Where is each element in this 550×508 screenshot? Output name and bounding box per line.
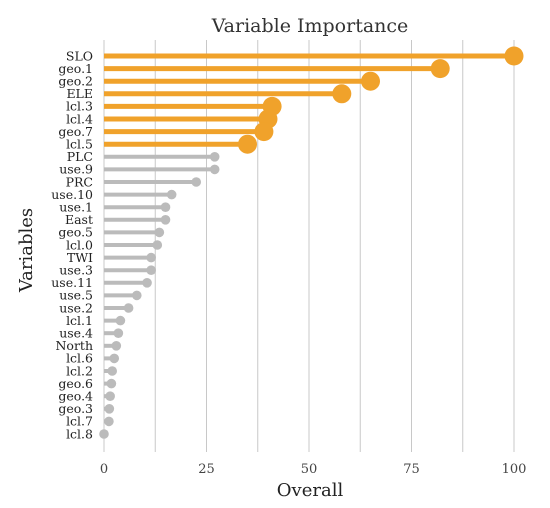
lollipop-dot: [504, 46, 524, 66]
y-tick-label: geo.4: [58, 389, 93, 404]
lollipop-dot: [209, 152, 220, 162]
lollipop-dot: [166, 189, 177, 200]
lollipop-dot: [111, 341, 122, 351]
y-tick-label: PRC: [66, 174, 93, 189]
chart-title: Variable Importance: [211, 15, 409, 37]
y-tick-label: use.11: [51, 275, 93, 290]
lollipop-dot: [104, 404, 115, 414]
lollipop-dot: [191, 177, 202, 187]
lollipop-dot: [99, 429, 109, 439]
lollipop-dot: [160, 202, 171, 212]
lollipop-dot: [332, 84, 352, 104]
grid-layer: [103, 40, 515, 452]
y-tick-label: lcl.7: [66, 414, 93, 429]
x-tick-label: 75: [403, 462, 420, 477]
y-tick-label: lcl.6: [66, 351, 93, 366]
y-tick-label: lcl.3: [66, 99, 93, 114]
y-tick-label: SLO: [66, 48, 93, 63]
lollipop-dot: [123, 303, 134, 313]
y-tick-label: use.3: [59, 263, 93, 278]
lollipop-dot: [106, 378, 117, 389]
y-tick-label: use.2: [59, 300, 93, 315]
x-tick-label: 100: [502, 462, 527, 477]
y-tick-label: geo.3: [58, 401, 93, 416]
y-tick-label: use.1: [59, 200, 93, 215]
x-tick-label: 0: [100, 462, 108, 477]
y-tick-label: lcl.8: [66, 426, 93, 441]
lollipop-dot: [430, 59, 450, 79]
y-tick-label: geo.7: [58, 124, 93, 139]
y-tick-label: geo.1: [58, 61, 93, 76]
lollipop-dot: [109, 353, 120, 364]
y-tick-label: TWI: [67, 250, 93, 265]
y-tick-label: PLC: [67, 149, 93, 164]
x-tick-label: 25: [198, 462, 215, 477]
lollipop-dot: [142, 278, 152, 288]
y-tick-labels: SLOgeo.1geo.2ELElcl.3lcl.4geo.7lcl.5PLCu…: [51, 48, 93, 441]
y-tick-label: use.4: [59, 326, 93, 341]
y-tick-label: geo.6: [58, 376, 93, 391]
dot-layer: [99, 46, 524, 439]
lollipop-dot: [238, 134, 257, 154]
x-tick-label: 50: [301, 462, 318, 477]
lollipop-dot: [209, 164, 220, 175]
stem-layer: [104, 53, 514, 424]
y-tick-label: ELE: [66, 86, 93, 101]
y-tick-label: lcl.4: [66, 111, 93, 126]
lollipop-dot: [115, 315, 126, 326]
y-tick-label: geo.5: [58, 225, 93, 240]
y-tick-label: use.10: [51, 187, 93, 202]
y-tick-label: lcl.1: [66, 313, 93, 328]
y-tick-label: geo.2: [58, 74, 93, 89]
x-tick-labels: 0 25 50 75 100: [100, 462, 527, 477]
lollipop-dot: [113, 328, 124, 339]
lollipop-dot: [154, 227, 165, 238]
y-tick-label: East: [65, 212, 93, 227]
lollipop-dot: [160, 215, 171, 225]
y-tick-label: lcl.0: [66, 237, 93, 252]
y-axis-title: Variables: [16, 208, 37, 293]
y-tick-label: use.9: [59, 162, 93, 177]
y-tick-label: use.5: [59, 288, 93, 303]
lollipop-dot: [146, 252, 156, 263]
lollipop-dot: [107, 366, 117, 376]
y-tick-label: lcl.2: [66, 363, 93, 378]
lollipop-dot: [152, 240, 163, 250]
lollipop-dot: [132, 290, 142, 301]
y-tick-label: North: [55, 338, 93, 353]
x-axis-title: Overall: [277, 480, 344, 501]
lollipop-dot: [254, 122, 274, 142]
lollipop-dot: [105, 391, 115, 402]
lollipop-dot: [104, 416, 114, 427]
lollipop-dot: [361, 71, 380, 91]
y-tick-label: lcl.5: [66, 137, 93, 152]
lollipop-dot: [146, 265, 156, 276]
